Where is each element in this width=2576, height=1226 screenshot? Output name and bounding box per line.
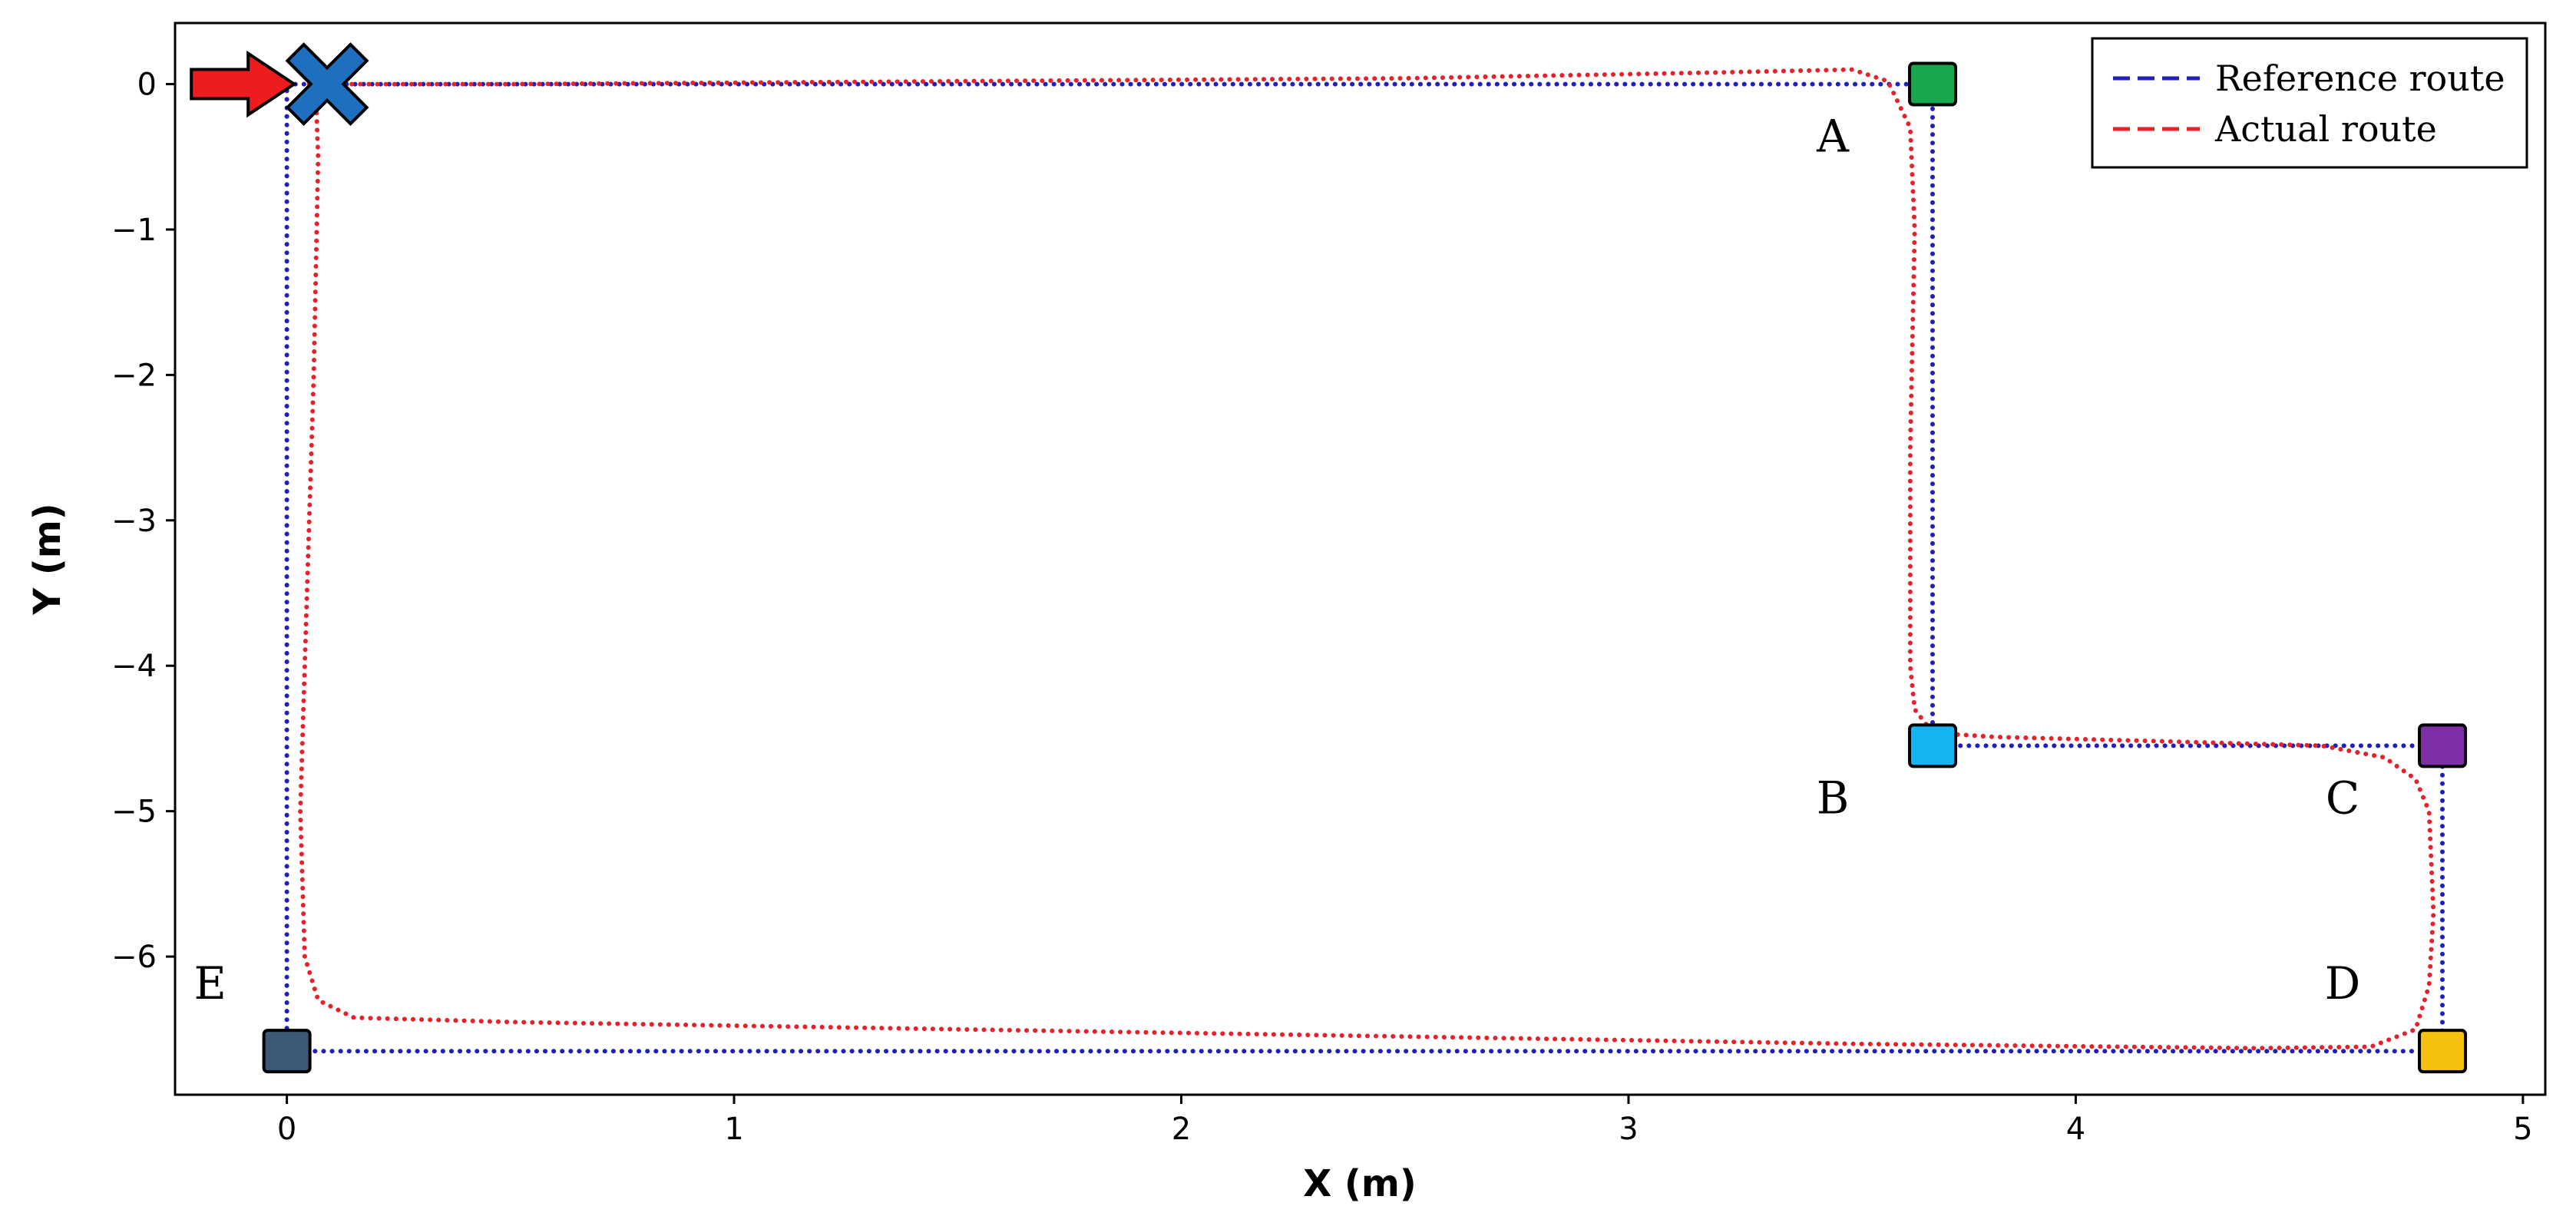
marker-layer: A B C D E: [190, 42, 2468, 1074]
x-tick-label: 1: [724, 1112, 743, 1147]
waypoint-d-label: D: [2325, 957, 2361, 1010]
y-tick-label: −6: [111, 940, 157, 975]
legend-label-actual: Actual route: [2214, 108, 2437, 150]
x-tick-label: 4: [2066, 1112, 2085, 1147]
legend-box: [2091, 37, 2528, 169]
axis-ticks: 0 1 2 3 4 5 0 −1 −2 −3 −4 −5 −6: [111, 68, 2533, 1147]
waypoint-c-square: [2418, 723, 2468, 768]
waypoint-a-label: A: [1816, 111, 1850, 163]
end-cross-icon: [285, 42, 369, 127]
x-tick-label: 3: [1619, 1112, 1638, 1147]
x-tick-label: 5: [2513, 1112, 2532, 1147]
waypoint-c-label: C: [2326, 772, 2359, 824]
waypoint-b-square: [1908, 723, 1958, 768]
y-tick-label: −1: [111, 213, 157, 248]
y-tick-label: −5: [111, 795, 157, 830]
y-tick-label: −3: [111, 504, 157, 539]
end-cross-shape: [285, 42, 369, 127]
plot-area: [174, 21, 2547, 1096]
waypoint-a-square: [1908, 61, 1958, 107]
y-tick-label: 0: [137, 68, 157, 103]
x-tick-label: 0: [277, 1112, 296, 1147]
waypoint-e-square: [262, 1029, 312, 1074]
y-axis-label: Y (m): [26, 503, 69, 615]
x-axis-label: X (m): [1303, 1162, 1417, 1205]
waypoint-b-label: B: [1817, 772, 1850, 824]
y-tick-label: −4: [111, 649, 157, 684]
waypoint-d-square: [2418, 1029, 2468, 1074]
waypoint-e-label: E: [193, 957, 226, 1010]
x-tick-label: 2: [1172, 1112, 1191, 1147]
legend: Reference route Actual route: [2091, 37, 2528, 169]
y-tick-label: −2: [111, 358, 157, 393]
series-actual-route: [298, 67, 2436, 1051]
start-arrow-icon: [190, 50, 297, 118]
legend-label-reference: Reference route: [2215, 58, 2505, 99]
